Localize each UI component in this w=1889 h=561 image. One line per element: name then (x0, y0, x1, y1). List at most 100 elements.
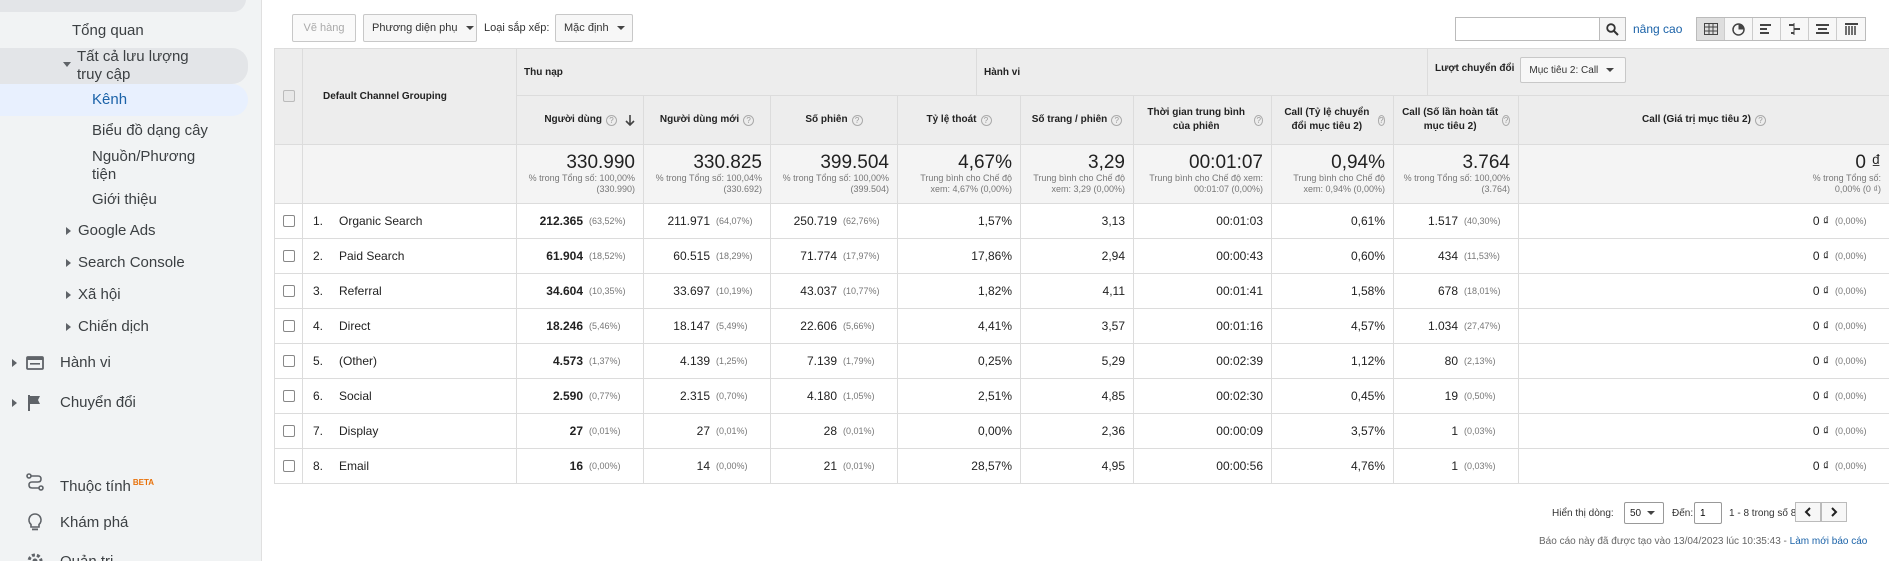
sort-type-label: Loại sắp xếp: (484, 22, 550, 34)
cell-value-wrap: 250.719 (62,76%) (794, 204, 889, 238)
chevron-down-icon[interactable] (63, 62, 71, 67)
cell-percent: (0,00%) (1835, 321, 1867, 331)
column-header[interactable]: Người dùng? (517, 96, 644, 145)
channel-link[interactable]: (Other) (339, 354, 378, 368)
chevron-right-icon[interactable] (66, 227, 71, 235)
cell-value-wrap: 678 (18,01%) (1438, 274, 1510, 308)
cell-percent: (18,01%) (1464, 286, 1501, 296)
chevron-right-icon[interactable] (66, 291, 71, 299)
sidebar-item-overview[interactable]: Tổng quan (72, 22, 144, 39)
help-icon[interactable]: ? (1377, 114, 1385, 126)
sidebar-collapsed-item[interactable] (0, 0, 246, 12)
table-cell: 678 (18,01%) (1394, 274, 1519, 309)
comparison-view-icon[interactable] (1781, 18, 1809, 40)
chevron-right-icon[interactable] (12, 359, 17, 367)
help-icon[interactable]: ? (1111, 114, 1123, 126)
pivot-view-icon[interactable] (1837, 18, 1865, 40)
channel-link[interactable]: Display (339, 424, 379, 438)
sort-type-dropdown[interactable]: Mặc định (555, 14, 633, 42)
help-icon[interactable]: ? (980, 114, 992, 126)
table-cell: 19 (0,50%) (1394, 379, 1519, 414)
column-header[interactable]: Số phiên? (771, 96, 898, 145)
sidebar-item-social[interactable]: Xã hội (78, 286, 121, 303)
sidebar-item-google-ads[interactable]: Google Ads (78, 222, 156, 239)
sidebar-item-conversions[interactable]: Chuyển đổi (60, 394, 136, 411)
table-cell: 80 (2,13%) (1394, 344, 1519, 379)
sidebar-item-discover[interactable]: Khám phá (60, 514, 129, 531)
row-checkbox[interactable] (283, 390, 295, 402)
row-checkbox[interactable] (283, 460, 295, 472)
channel-link[interactable]: Direct (339, 319, 371, 333)
sidebar-item-search-console[interactable]: Search Console (78, 254, 185, 271)
goto-page-input[interactable] (1694, 502, 1722, 524)
row-checkbox[interactable] (283, 250, 295, 262)
rows-per-page-select[interactable]: 50 (1624, 502, 1664, 524)
table-view-icon[interactable] (1697, 18, 1725, 40)
sidebar-item-campaigns[interactable]: Chiến dịch (78, 318, 149, 335)
column-header[interactable]: Tỷ lệ thoát? (898, 96, 1021, 145)
totals-sub: % trong Tổng số: 100,00% (782, 173, 889, 183)
column-header[interactable]: Call (Giá trị mục tiêu 2)? (1519, 96, 1889, 145)
chevron-right-icon[interactable] (12, 399, 17, 407)
row-checkbox[interactable] (283, 285, 295, 297)
column-header[interactable]: Call (Số lần hoàn tất mục tiêu 2)? (1394, 96, 1519, 145)
performance-view-icon[interactable] (1753, 18, 1781, 40)
cell-value: 00:01:16 (1216, 319, 1263, 333)
sidebar-item-behavior[interactable]: Hành vi (60, 354, 111, 371)
cell-value: 678 (1437, 284, 1458, 298)
sidebar-item-referrals[interactable]: Giới thiệu (92, 191, 157, 208)
cell-value-wrap: 00:02:30 (1216, 379, 1263, 413)
cell-value: 60.515 (673, 249, 710, 263)
sidebar-item-treemaps[interactable]: Biểu đồ dạng cây (92, 122, 208, 139)
table-row-select-cell (274, 274, 303, 309)
plot-rows-button[interactable]: Vẽ hàng (292, 14, 356, 42)
channel-link[interactable]: Referral (339, 284, 382, 298)
chevron-right-icon[interactable] (66, 259, 71, 267)
sidebar-item-all-traffic[interactable]: Tất cả lưu lượng truy cập (77, 48, 189, 83)
dimension-header[interactable]: Default Channel Grouping (303, 48, 517, 145)
sidebar-item-admin[interactable]: Quản trị (60, 553, 113, 561)
table-cell: 4,85 (1021, 379, 1134, 414)
channel-link[interactable]: Email (339, 459, 370, 473)
chevron-right-icon[interactable] (66, 323, 71, 331)
row-checkbox[interactable] (283, 320, 295, 332)
row-checkbox[interactable] (283, 215, 295, 227)
channel-link[interactable]: Organic Search (339, 214, 423, 228)
row-checkbox[interactable] (283, 355, 295, 367)
column-header[interactable]: Call (Tỷ lệ chuyển đổi mục tiêu 2)? (1272, 96, 1394, 145)
sidebar-item-channels[interactable]: Kênh (92, 91, 128, 108)
help-icon[interactable]: ? (851, 114, 863, 126)
cell-value: 250.719 (793, 214, 837, 228)
select-all-checkbox[interactable] (283, 90, 295, 102)
help-icon[interactable]: ? (1754, 114, 1766, 126)
table-search-input[interactable] (1455, 17, 1600, 41)
cell-percent: (0,00%) (1835, 286, 1867, 296)
help-icon[interactable]: ? (1502, 114, 1510, 126)
advanced-filter-link[interactable]: nâng cao (1633, 22, 1683, 36)
channel-link[interactable]: Paid Search (339, 249, 405, 263)
channel-link[interactable]: Social (339, 389, 372, 403)
column-header-label: Thời gian trung bình của phiên (1147, 107, 1246, 132)
column-header[interactable]: Người dùng mới? (644, 96, 771, 145)
cell-value: 434 (1437, 249, 1458, 263)
refresh-report-link[interactable]: Làm mới báo cáo (1789, 536, 1868, 547)
help-icon[interactable]: ? (743, 114, 755, 126)
help-icon[interactable]: ? (1254, 114, 1263, 126)
help-icon[interactable]: ? (606, 114, 617, 126)
term-cloud-view-icon[interactable] (1809, 18, 1837, 40)
table-cell: 00:02:30 (1134, 379, 1272, 414)
column-header[interactable]: Số trang / phiên? (1021, 96, 1134, 145)
row-checkbox[interactable] (283, 425, 295, 437)
cell-value-wrap: 2.315 (0,70%) (680, 379, 762, 413)
secondary-dimension-dropdown[interactable]: Phương diện phụ (363, 14, 477, 42)
totals-sub: (330.990) (596, 184, 635, 194)
goal-select-dropdown[interactable]: Mục tiêu 2: Call (1520, 57, 1627, 83)
search-button[interactable] (1599, 17, 1626, 41)
column-header[interactable]: Thời gian trung bình của phiên? (1134, 96, 1272, 145)
prev-page-button[interactable] (1795, 502, 1821, 522)
pie-view-icon[interactable] (1725, 18, 1753, 40)
sidebar-item-source-medium[interactable]: Nguồn/Phương tiện (92, 148, 196, 183)
table-row-select-cell (274, 309, 303, 344)
next-page-button[interactable] (1821, 502, 1847, 522)
sidebar-item-attribution[interactable]: Thuộc tính BETA (60, 474, 154, 496)
